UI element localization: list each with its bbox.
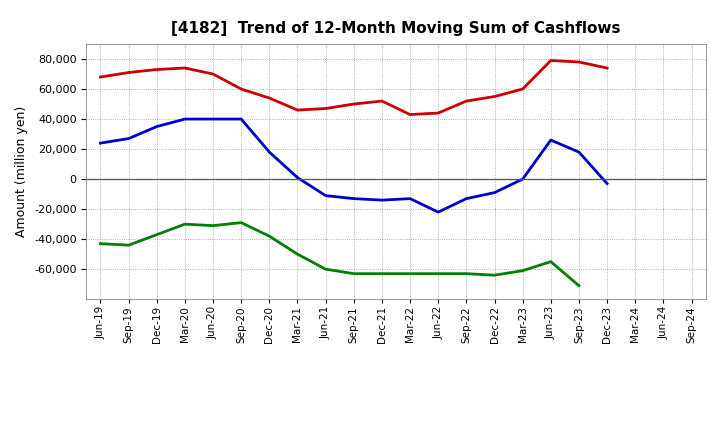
Line: Investing Cashflow: Investing Cashflow <box>101 223 579 286</box>
Operating Cashflow <box>546 58 555 63</box>
Free Cashflow <box>209 117 217 122</box>
Operating Cashflow <box>434 110 443 116</box>
Line: Operating Cashflow: Operating Cashflow <box>101 61 607 114</box>
Operating Cashflow <box>125 70 133 75</box>
Investing Cashflow <box>153 232 161 237</box>
Free Cashflow <box>518 176 527 182</box>
Investing Cashflow <box>462 271 471 276</box>
Investing Cashflow <box>96 241 105 246</box>
Legend: Operating Cashflow, Investing Cashflow, Free Cashflow: Operating Cashflow, Investing Cashflow, … <box>160 438 632 440</box>
Free Cashflow <box>349 196 358 201</box>
Investing Cashflow <box>377 271 386 276</box>
Free Cashflow <box>546 137 555 143</box>
Free Cashflow <box>490 190 499 195</box>
Operating Cashflow <box>377 99 386 104</box>
Operating Cashflow <box>349 101 358 106</box>
Free Cashflow <box>125 136 133 141</box>
Operating Cashflow <box>518 86 527 92</box>
Investing Cashflow <box>181 221 189 227</box>
Operating Cashflow <box>209 71 217 77</box>
Operating Cashflow <box>406 112 415 117</box>
Operating Cashflow <box>462 99 471 104</box>
Free Cashflow <box>321 193 330 198</box>
Investing Cashflow <box>434 271 443 276</box>
Free Cashflow <box>575 150 583 155</box>
Investing Cashflow <box>237 220 246 225</box>
Investing Cashflow <box>575 283 583 288</box>
Y-axis label: Amount (million yen): Amount (million yen) <box>16 106 29 237</box>
Free Cashflow <box>181 117 189 122</box>
Operating Cashflow <box>490 94 499 99</box>
Free Cashflow <box>265 150 274 155</box>
Title: [4182]  Trend of 12-Month Moving Sum of Cashflows: [4182] Trend of 12-Month Moving Sum of C… <box>171 21 621 36</box>
Free Cashflow <box>406 196 415 201</box>
Free Cashflow <box>237 117 246 122</box>
Investing Cashflow <box>349 271 358 276</box>
Free Cashflow <box>434 209 443 215</box>
Operating Cashflow <box>96 74 105 80</box>
Operating Cashflow <box>265 95 274 101</box>
Free Cashflow <box>96 140 105 146</box>
Investing Cashflow <box>293 252 302 257</box>
Free Cashflow <box>377 198 386 203</box>
Investing Cashflow <box>125 242 133 248</box>
Investing Cashflow <box>321 267 330 272</box>
Line: Free Cashflow: Free Cashflow <box>101 119 607 212</box>
Investing Cashflow <box>518 268 527 273</box>
Operating Cashflow <box>293 107 302 113</box>
Free Cashflow <box>153 124 161 129</box>
Operating Cashflow <box>181 66 189 71</box>
Investing Cashflow <box>490 272 499 278</box>
Investing Cashflow <box>265 234 274 239</box>
Operating Cashflow <box>603 66 611 71</box>
Operating Cashflow <box>321 106 330 111</box>
Operating Cashflow <box>575 59 583 65</box>
Operating Cashflow <box>237 86 246 92</box>
Free Cashflow <box>293 175 302 180</box>
Free Cashflow <box>603 181 611 186</box>
Operating Cashflow <box>153 67 161 72</box>
Free Cashflow <box>462 196 471 201</box>
Investing Cashflow <box>209 223 217 228</box>
Investing Cashflow <box>406 271 415 276</box>
Investing Cashflow <box>546 259 555 264</box>
